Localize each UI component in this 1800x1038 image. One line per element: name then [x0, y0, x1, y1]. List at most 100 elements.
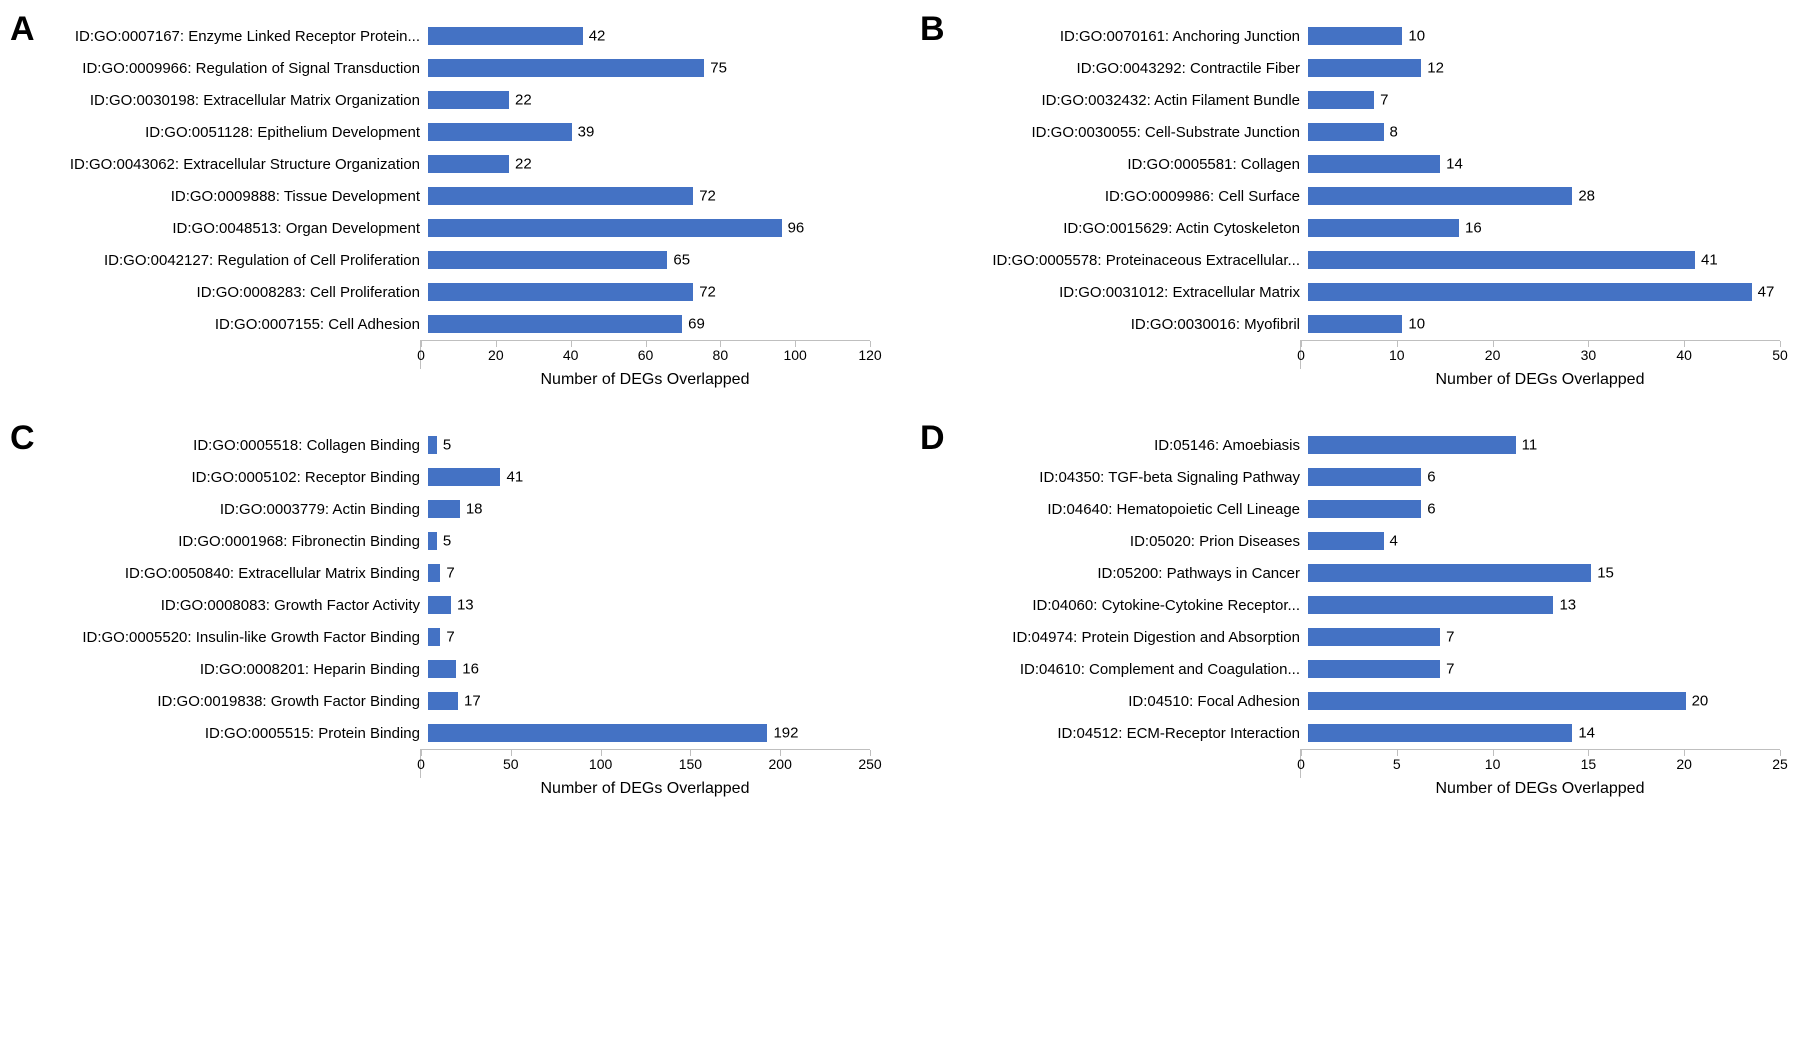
- bar: 7: [1308, 91, 1374, 109]
- value-label: 14: [1572, 725, 1595, 742]
- chart-row: ID:GO:0050840: Extracellular Matrix Bind…: [50, 557, 870, 589]
- tick-label: 0: [1297, 347, 1305, 363]
- tick-label: 5: [1393, 756, 1401, 772]
- bar: 7: [428, 628, 440, 646]
- category-label: ID:GO:0048513: Organ Development: [50, 220, 428, 237]
- category-label: ID:GO:0031012: Extracellular Matrix: [960, 284, 1308, 301]
- chart-row: ID:04610: Complement and Coagulation... 7: [960, 653, 1780, 685]
- bar: 10: [1308, 315, 1402, 333]
- tick-label: 40: [563, 347, 579, 363]
- tick-label: 0: [417, 756, 425, 772]
- tick-label: 80: [713, 347, 729, 363]
- category-label: ID:GO:0005520: Insulin-like Growth Facto…: [50, 629, 428, 646]
- category-label: ID:GO:0003779: Actin Binding: [50, 501, 428, 518]
- x-axis: 0510152025: [1300, 749, 1780, 778]
- category-label: ID:GO:0009888: Tissue Development: [50, 188, 428, 205]
- x-axis: 050100150200250: [420, 749, 870, 778]
- bar: 8: [1308, 123, 1384, 141]
- chart-panel-b: BID:GO:0070161: Anchoring Junction10ID:G…: [930, 20, 1780, 389]
- tick-label: 120: [858, 347, 881, 363]
- tick-label: 150: [679, 756, 702, 772]
- bar: 13: [1308, 596, 1553, 614]
- bar: 11: [1308, 436, 1516, 454]
- bar: 72: [428, 283, 693, 301]
- category-label: ID:GO:0032432: Actin Filament Bundle: [960, 92, 1308, 109]
- chart-row: ID:04510: Focal Adhesion20: [960, 685, 1780, 717]
- value-label: 8: [1384, 124, 1398, 141]
- category-label: ID:04974: Protein Digestion and Absorpti…: [960, 629, 1308, 646]
- value-label: 6: [1421, 469, 1435, 486]
- category-label: ID:GO:0008283: Cell Proliferation: [50, 284, 428, 301]
- bar: 15: [1308, 564, 1591, 582]
- bar: 10: [1308, 27, 1402, 45]
- tick-label: 200: [769, 756, 792, 772]
- chart-row: ID:GO:0043062: Extracellular Structure O…: [50, 148, 870, 180]
- category-label: ID:GO:0030016: Myofibril: [960, 316, 1308, 333]
- value-label: 5: [437, 437, 451, 454]
- bar: 14: [1308, 155, 1440, 173]
- bar: 20: [1308, 692, 1686, 710]
- value-label: 10: [1402, 316, 1425, 333]
- chart-row: ID:04512: ECM-Receptor Interaction 14: [960, 717, 1780, 749]
- value-label: 10: [1402, 28, 1425, 45]
- tick-label: 20: [1676, 756, 1692, 772]
- chart-row: ID:GO:0005578: Proteinaceous Extracellul…: [960, 244, 1780, 276]
- chart-panel-d: DID:05146: Amoebiasis11ID:04350: TGF-bet…: [930, 429, 1780, 798]
- bar: 22: [428, 91, 509, 109]
- chart-row: ID:GO:0005515: Protein Binding192: [50, 717, 870, 749]
- value-label: 47: [1752, 284, 1775, 301]
- chart-panel-a: AID:GO:0007167: Enzyme Linked Receptor P…: [20, 20, 870, 389]
- category-label: ID:04610: Complement and Coagulation...: [960, 661, 1308, 678]
- category-label: ID:GO:0008201: Heparin Binding: [50, 661, 428, 678]
- category-label: ID:GO:0030055: Cell-Substrate Junction: [960, 124, 1308, 141]
- category-label: ID:04640: Hematopoietic Cell Lineage: [960, 501, 1308, 518]
- panel-letter: B: [920, 10, 945, 49]
- x-axis: 01020304050: [1300, 340, 1780, 369]
- chart-row: ID:04640: Hematopoietic Cell Lineage6: [960, 493, 1780, 525]
- value-label: 12: [1421, 60, 1444, 77]
- chart-row: ID:GO:0007155: Cell Adhesion69: [50, 308, 870, 340]
- value-label: 65: [667, 252, 690, 269]
- value-label: 75: [704, 60, 727, 77]
- value-label: 22: [509, 156, 532, 173]
- value-label: 41: [1695, 252, 1718, 269]
- bar: 5: [428, 436, 437, 454]
- bar: 7: [1308, 628, 1440, 646]
- category-label: ID:GO:0007167: Enzyme Linked Receptor Pr…: [50, 28, 428, 45]
- tick-label: 10: [1389, 347, 1405, 363]
- category-label: ID:04060: Cytokine-Cytokine Receptor...: [960, 597, 1308, 614]
- category-label: ID:04510: Focal Adhesion: [960, 693, 1308, 710]
- value-label: 7: [1440, 661, 1454, 678]
- chart-row: ID:GO:0030198: Extracellular Matrix Orga…: [50, 84, 870, 116]
- bar: 75: [428, 59, 704, 77]
- category-label: ID:GO:0005518: Collagen Binding: [50, 437, 428, 454]
- chart-row: ID:04060: Cytokine-Cytokine Receptor...1…: [960, 589, 1780, 621]
- tick-label: 15: [1581, 756, 1597, 772]
- bar: 5: [428, 532, 437, 550]
- bar: 18: [428, 500, 460, 518]
- chart-row: ID:GO:0009888: Tissue Development 72: [50, 180, 870, 212]
- tick-label: 20: [1485, 347, 1501, 363]
- chart-row: ID:GO:0008201: Heparin Binding16: [50, 653, 870, 685]
- chart-row: ID:GO:0048513: Organ Development96: [50, 212, 870, 244]
- chart-panel-c: CID:GO:0005518: Collagen Binding5ID:GO:0…: [20, 429, 870, 798]
- category-label: ID:GO:0008083: Growth Factor Activity: [50, 597, 428, 614]
- value-label: 7: [1374, 92, 1388, 109]
- bar: 41: [1308, 251, 1695, 269]
- category-label: ID:04512: ECM-Receptor Interaction: [960, 725, 1308, 742]
- chart-row: ID:GO:0030055: Cell-Substrate Junction8: [960, 116, 1780, 148]
- tick-label: 0: [1297, 756, 1305, 772]
- bar: 7: [428, 564, 440, 582]
- category-label: ID:GO:0030198: Extracellular Matrix Orga…: [50, 92, 428, 109]
- chart-row: ID:GO:0001968: Fibronectin Binding5: [50, 525, 870, 557]
- category-label: ID:GO:0051128: Epithelium Development: [50, 124, 428, 141]
- bar: 69: [428, 315, 682, 333]
- category-label: ID:GO:0009986: Cell Surface: [960, 188, 1308, 205]
- chart-body: ID:GO:0005518: Collagen Binding5ID:GO:00…: [50, 429, 870, 798]
- value-label: 72: [693, 188, 716, 205]
- category-label: ID:GO:0015629: Actin Cytoskeleton: [960, 220, 1308, 237]
- chart-row: ID:GO:0015629: Actin Cytoskeleton16: [960, 212, 1780, 244]
- chart-row: ID:GO:0032432: Actin Filament Bundle7: [960, 84, 1780, 116]
- category-label: ID:GO:0042127: Regulation of Cell Prolif…: [50, 252, 428, 269]
- tick-label: 25: [1772, 756, 1788, 772]
